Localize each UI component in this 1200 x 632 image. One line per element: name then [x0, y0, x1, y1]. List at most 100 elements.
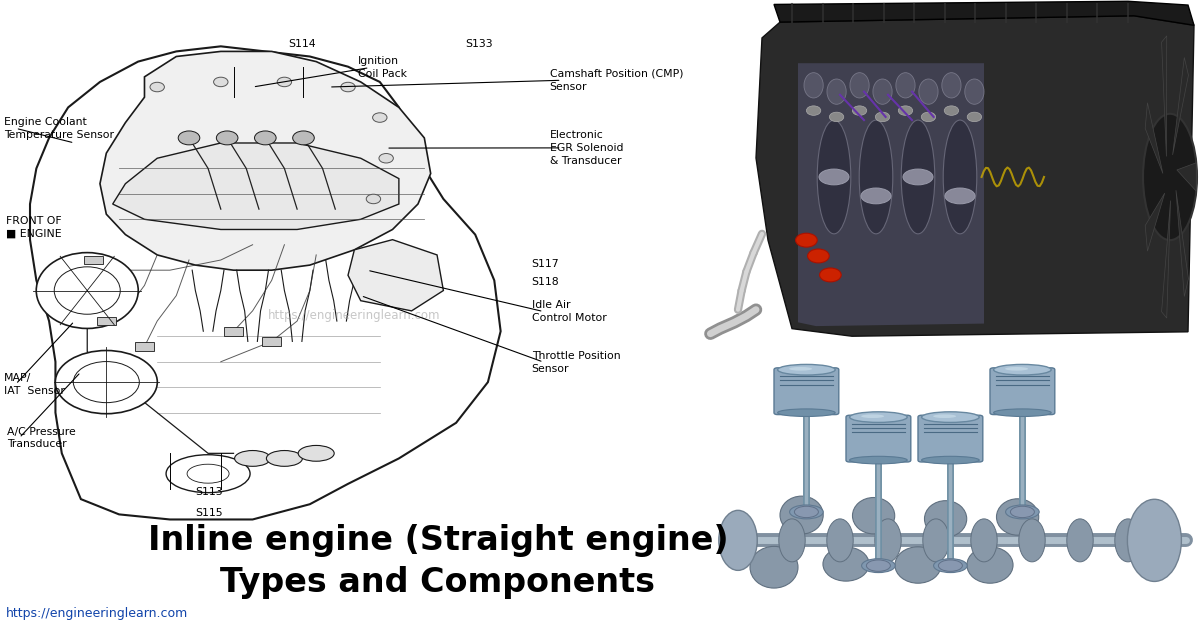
Ellipse shape — [373, 112, 388, 122]
Ellipse shape — [923, 519, 949, 562]
Ellipse shape — [298, 446, 334, 461]
Ellipse shape — [994, 365, 1051, 375]
Text: Idle Air
Control Motor: Idle Air Control Motor — [532, 300, 606, 323]
Polygon shape — [1162, 36, 1166, 157]
Ellipse shape — [862, 188, 890, 204]
Ellipse shape — [235, 451, 271, 466]
Ellipse shape — [1006, 367, 1028, 370]
Ellipse shape — [965, 79, 984, 104]
Ellipse shape — [904, 169, 934, 185]
Ellipse shape — [796, 233, 817, 247]
Text: S115: S115 — [196, 508, 223, 518]
Polygon shape — [100, 51, 431, 270]
Ellipse shape — [806, 106, 821, 116]
Ellipse shape — [778, 409, 835, 416]
Text: S117: S117 — [532, 259, 559, 269]
Text: Types and Components: Types and Components — [221, 566, 655, 599]
FancyBboxPatch shape — [846, 415, 911, 462]
Ellipse shape — [901, 120, 935, 234]
Text: Camshaft Position (CMP)
Sensor: Camshaft Position (CMP) Sensor — [550, 69, 683, 92]
Ellipse shape — [934, 415, 956, 418]
Bar — [702, 344, 1194, 626]
Text: Inline engine (Straight engine): Inline engine (Straight engine) — [148, 524, 728, 557]
Ellipse shape — [216, 131, 238, 145]
Text: FRONT OF
■ ENGINE: FRONT OF ■ ENGINE — [6, 216, 61, 239]
Ellipse shape — [944, 106, 959, 116]
Ellipse shape — [808, 249, 829, 263]
Ellipse shape — [862, 415, 884, 418]
Ellipse shape — [778, 365, 835, 375]
Ellipse shape — [277, 77, 292, 87]
Ellipse shape — [817, 120, 851, 234]
Ellipse shape — [1006, 505, 1039, 519]
Ellipse shape — [850, 73, 869, 98]
Ellipse shape — [214, 77, 228, 87]
Ellipse shape — [36, 253, 138, 329]
Ellipse shape — [780, 496, 823, 534]
Ellipse shape — [827, 519, 853, 562]
Polygon shape — [774, 1, 1194, 25]
Ellipse shape — [938, 560, 962, 571]
FancyBboxPatch shape — [990, 368, 1055, 415]
Polygon shape — [348, 240, 444, 311]
Text: S118: S118 — [532, 277, 559, 287]
Ellipse shape — [862, 559, 895, 573]
Ellipse shape — [994, 409, 1051, 416]
Ellipse shape — [896, 73, 916, 98]
Text: https://engineeringlearn.com: https://engineeringlearn.com — [268, 310, 440, 322]
Ellipse shape — [942, 73, 961, 98]
Bar — [84, 255, 103, 264]
Polygon shape — [30, 46, 500, 520]
Ellipse shape — [922, 412, 979, 422]
Text: Ignition
Coil Pack: Ignition Coil Pack — [358, 56, 407, 79]
Ellipse shape — [895, 547, 941, 583]
Ellipse shape — [150, 82, 164, 92]
Text: Throttle Position
Sensor: Throttle Position Sensor — [532, 351, 620, 374]
Ellipse shape — [922, 112, 936, 122]
Polygon shape — [113, 143, 398, 229]
Ellipse shape — [823, 547, 869, 581]
Ellipse shape — [946, 188, 974, 204]
Text: S113: S113 — [196, 487, 223, 497]
Ellipse shape — [899, 106, 913, 116]
Ellipse shape — [366, 194, 380, 204]
Polygon shape — [1162, 200, 1170, 318]
Ellipse shape — [1019, 519, 1045, 562]
Ellipse shape — [934, 559, 967, 573]
Ellipse shape — [1128, 499, 1181, 581]
Bar — [262, 337, 281, 346]
Ellipse shape — [779, 519, 805, 562]
Ellipse shape — [820, 268, 841, 282]
Ellipse shape — [924, 501, 967, 537]
Polygon shape — [1177, 163, 1196, 191]
Polygon shape — [1145, 103, 1163, 173]
Bar — [97, 317, 116, 325]
Text: A/C Pressure
Transducer: A/C Pressure Transducer — [7, 427, 76, 449]
FancyBboxPatch shape — [774, 368, 839, 415]
Ellipse shape — [1010, 506, 1034, 518]
Ellipse shape — [293, 131, 314, 145]
Ellipse shape — [55, 351, 157, 414]
Polygon shape — [756, 16, 1194, 336]
Ellipse shape — [852, 106, 866, 116]
Ellipse shape — [750, 546, 798, 588]
Ellipse shape — [943, 120, 977, 234]
Ellipse shape — [996, 499, 1039, 535]
Ellipse shape — [859, 120, 893, 234]
Ellipse shape — [719, 511, 757, 570]
Text: Engine Coolant
Temperature Sensor: Engine Coolant Temperature Sensor — [4, 117, 114, 140]
Ellipse shape — [818, 169, 848, 185]
Ellipse shape — [919, 79, 938, 104]
Ellipse shape — [872, 79, 892, 104]
Text: S114: S114 — [288, 39, 316, 49]
Ellipse shape — [166, 455, 250, 493]
Ellipse shape — [790, 505, 823, 519]
Text: S133: S133 — [466, 39, 493, 49]
Polygon shape — [1145, 193, 1165, 251]
Ellipse shape — [731, 519, 757, 562]
Polygon shape — [1176, 190, 1188, 296]
Bar — [702, 3, 1194, 341]
Ellipse shape — [254, 131, 276, 145]
Text: Electronic
EGR Solenoid
& Transducer: Electronic EGR Solenoid & Transducer — [550, 130, 623, 166]
Ellipse shape — [850, 412, 907, 422]
